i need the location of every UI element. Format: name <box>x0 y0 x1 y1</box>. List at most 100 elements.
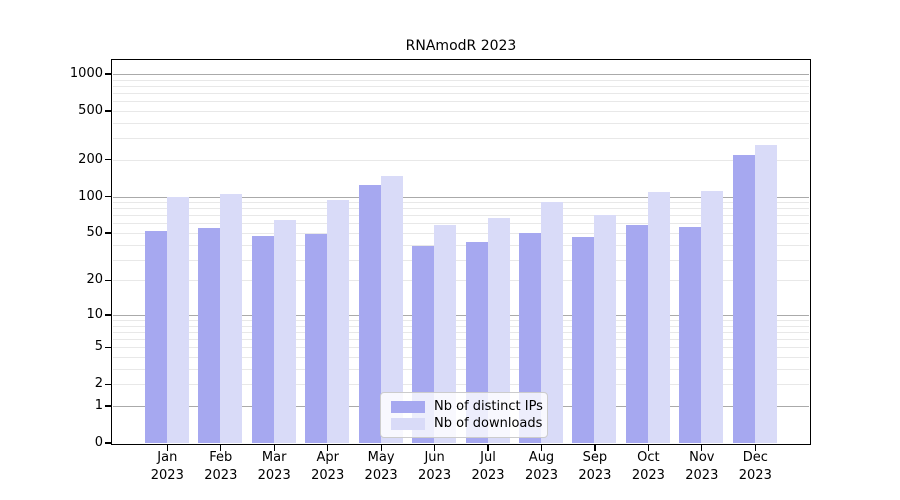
x-tick-apr <box>327 444 329 451</box>
x-tick-label-jan: Jan 2023 <box>135 449 199 484</box>
x-tick-oct <box>647 444 650 451</box>
x-tick-month-feb: Feb <box>209 450 233 465</box>
gridline-minor-30 <box>113 259 809 261</box>
x-tick-label-nov: Nov 2023 <box>670 449 734 484</box>
gridline-major-100 <box>113 196 809 198</box>
bar-distinct-ips-mar <box>251 236 274 443</box>
x-tick-month-sep: Sep <box>582 450 608 465</box>
gridline-minor-40 <box>113 244 809 246</box>
legend-row-distinct-ips: Nb of distinct IPs <box>391 398 543 415</box>
x-tick-label-jul: Jul 2023 <box>456 449 520 484</box>
y-tick-label-1: 1 <box>94 398 103 413</box>
x-tick-aug <box>540 444 543 451</box>
x-tick-year-feb: 2023 <box>204 467 238 483</box>
x-tick-year-sep: 2023 <box>578 467 612 483</box>
x-tick-year-jul: 2023 <box>471 467 505 483</box>
gridline-minor-2 <box>113 384 809 386</box>
gridline-minor-200 <box>113 159 809 161</box>
gridline-minor-50 <box>113 233 809 234</box>
gridline-major-10 <box>113 314 809 316</box>
y-tick-label-20: 20 <box>86 272 103 288</box>
bar-distinct-ips-aug <box>519 233 541 443</box>
y-tick-label-2: 2 <box>94 376 103 392</box>
x-tick-year-nov: 2023 <box>685 467 719 483</box>
x-tick-dec <box>754 444 756 451</box>
x-tick-year-aug: 2023 <box>524 467 559 483</box>
y-tick-200 <box>105 159 112 161</box>
x-tick-year-may: 2023 <box>364 467 398 483</box>
gridline-minor-70 <box>113 215 809 217</box>
gridline-minor-7 <box>113 331 809 333</box>
x-tick-month-apr: Apr <box>316 450 339 465</box>
x-tick-label-oct: Oct 2023 <box>616 449 680 484</box>
y-tick-50 <box>105 232 112 234</box>
x-tick-month-aug: Aug <box>528 450 555 465</box>
x-tick-year-mar: 2023 <box>257 467 291 483</box>
y-tick-100 <box>105 195 112 198</box>
y-tick-2 <box>105 383 112 385</box>
bar-downloads-jun <box>434 225 457 443</box>
gridline-minor-80 <box>113 208 809 210</box>
x-tick-label-may: May 2023 <box>349 449 413 484</box>
gridline-minor-3 <box>113 368 809 370</box>
y-tick-0 <box>105 442 112 444</box>
x-tick-jan <box>166 444 168 451</box>
x-tick-label-sep: Sep 2023 <box>563 449 627 484</box>
bar-downloads-apr <box>327 199 350 443</box>
bar-downloads-oct <box>647 192 670 443</box>
x-tick-month-may: May <box>367 450 395 465</box>
x-tick-month-jun: Jun <box>424 450 445 465</box>
x-tick-month-mar: Mar <box>261 450 287 465</box>
bar-distinct-ips-sep <box>572 237 595 443</box>
x-tick-year-apr: 2023 <box>311 467 345 483</box>
bar-downloads-may <box>380 176 403 443</box>
bar-downloads-jul <box>487 218 510 443</box>
gridline-minor-500 <box>113 110 809 112</box>
x-tick-jun <box>434 444 436 451</box>
gridline-minor-9 <box>113 320 809 321</box>
legend: Nb of distinct IPs Nb of downloads <box>380 392 548 438</box>
x-tick-month-jan: Jan <box>157 450 178 465</box>
gridline-minor-5 <box>113 347 809 349</box>
gridline-major-1000 <box>113 73 809 75</box>
y-tick-label-5: 5 <box>94 339 103 355</box>
y-tick-label-10: 10 <box>86 306 103 322</box>
bar-distinct-ips-apr <box>305 234 328 443</box>
y-tick-1 <box>105 405 112 407</box>
x-tick-feb <box>220 444 222 451</box>
y-tick-label-200: 200 <box>78 151 103 167</box>
gridline-minor-400 <box>113 122 809 124</box>
x-tick-mar <box>273 444 275 451</box>
x-tick-month-nov: Nov <box>689 450 715 465</box>
bar-downloads-aug <box>541 202 563 443</box>
y-tick-label-50: 50 <box>86 225 103 240</box>
chart-title: RNAmodR 2023 <box>405 38 517 54</box>
x-tick-month-oct: Oct <box>637 450 660 465</box>
gridline-minor-700 <box>113 93 809 94</box>
y-tick-5 <box>105 346 112 348</box>
y-tick-1000 <box>105 73 112 75</box>
y-tick-label-1000: 1000 <box>69 65 103 81</box>
bar-downloads-sep <box>594 215 617 443</box>
gridline-minor-60 <box>113 223 809 225</box>
y-tick-20 <box>105 279 112 282</box>
gridline-minor-4 <box>113 357 809 358</box>
legend-label-distinct-ips: Nb of distinct IPs <box>434 398 543 414</box>
x-tick-label-feb: Feb 2023 <box>189 449 253 484</box>
bar-distinct-ips-dec <box>732 154 755 443</box>
legend-swatch-downloads <box>391 417 425 430</box>
gridline-minor-20 <box>113 280 809 282</box>
bar-downloads-jan <box>166 196 189 443</box>
x-tick-month-dec: Dec <box>742 450 768 465</box>
legend-row-downloads: Nb of downloads <box>391 415 542 432</box>
x-tick-sep <box>594 444 596 451</box>
legend-label-downloads: Nb of downloads <box>434 415 543 431</box>
x-tick-may <box>380 444 382 451</box>
bar-distinct-ips-jan <box>144 230 167 443</box>
x-tick-nov <box>701 444 703 451</box>
legend-swatch-distinct-ips <box>391 400 425 413</box>
x-tick-jul <box>487 444 489 451</box>
x-tick-label-apr: Apr 2023 <box>296 449 360 484</box>
y-tick-label-500: 500 <box>78 102 103 118</box>
